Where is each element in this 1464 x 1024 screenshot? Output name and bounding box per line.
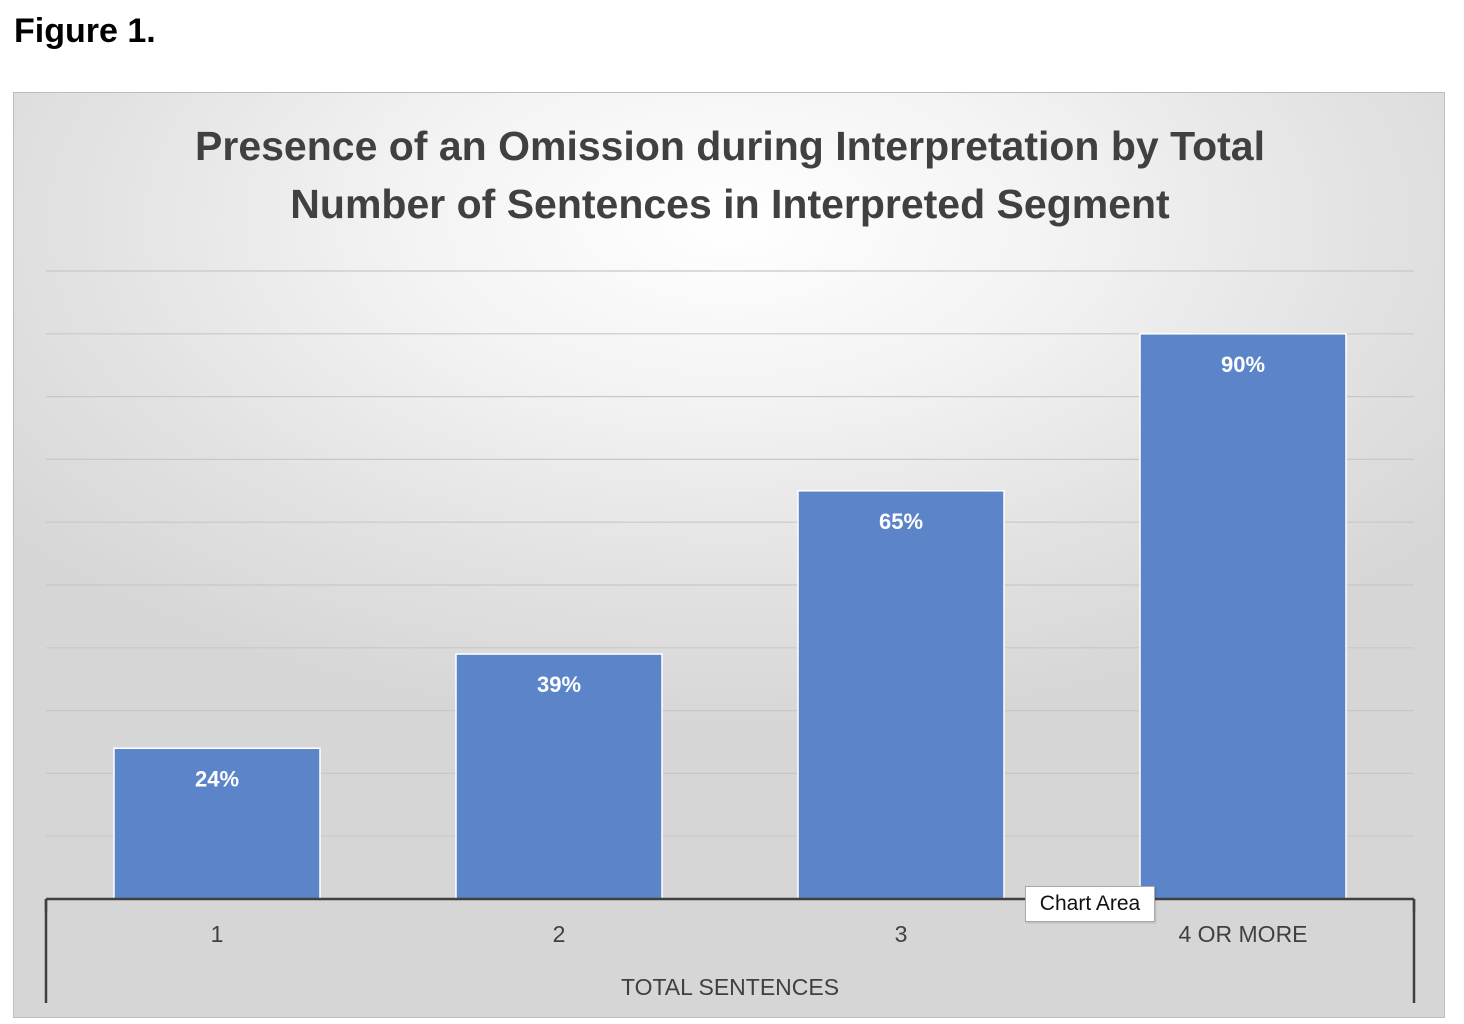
bar-series: 24% 39% 65% 90%: [113, 333, 1347, 900]
x-tick-label: 3: [895, 921, 908, 947]
x-axis: [44, 897, 1416, 1003]
chart-area-tooltip: Chart Area: [1025, 886, 1155, 922]
bar-4-or-more[interactable]: [1139, 333, 1347, 900]
x-tick-label: 4 OR MORE: [1178, 921, 1307, 947]
bar-1[interactable]: [113, 747, 321, 900]
figure-label: Figure 1.: [14, 12, 156, 50]
bar-3[interactable]: [797, 490, 1005, 900]
data-label: 24%: [195, 766, 239, 791]
data-label: 90%: [1221, 352, 1265, 377]
x-tick-label: 2: [553, 921, 566, 947]
data-label: 65%: [879, 509, 923, 534]
x-axis-title: TOTAL SENTENCES: [621, 974, 839, 1000]
x-tick-labels: 1 2 3 4 OR MORE: [211, 921, 1308, 947]
data-label: 39%: [537, 672, 581, 697]
x-tick-label: 1: [211, 921, 224, 947]
bar-2[interactable]: [455, 653, 663, 900]
chart-title: Presence of an Omission during Interpret…: [195, 123, 1265, 227]
chart-title-line-1: Presence of an Omission during Interpret…: [195, 123, 1265, 169]
chart-title-line-2: Number of Sentences in Interpreted Segme…: [290, 181, 1170, 227]
